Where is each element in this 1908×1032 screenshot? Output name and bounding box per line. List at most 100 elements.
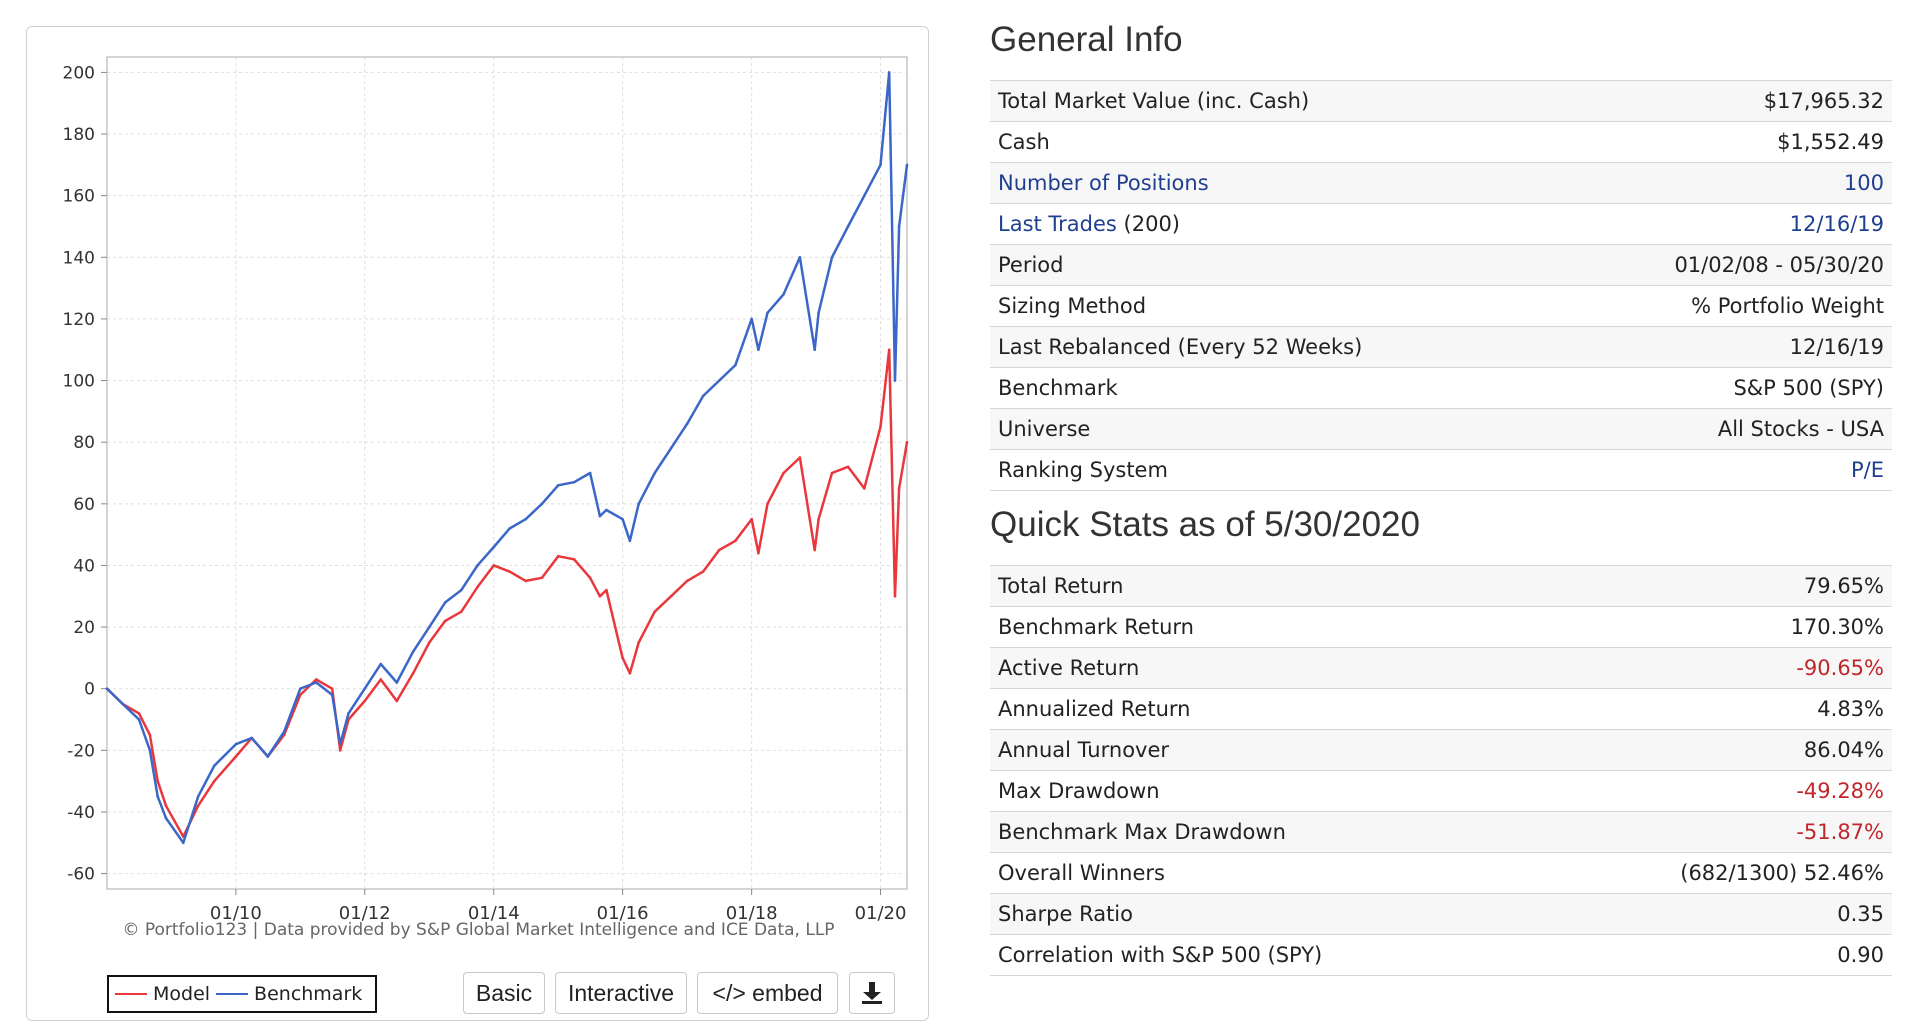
data-point-model: [621, 656, 624, 660]
data-point-benchmark: [621, 517, 624, 521]
x-tick-label: 01/10: [210, 903, 262, 924]
data-point-benchmark: [782, 292, 785, 296]
row-label: Last Rebalanced (Every 52 Weeks): [990, 326, 1557, 368]
table-row: Ranking System P/E: [990, 449, 1892, 491]
row-label: Correlation with S&P 500 (SPY): [990, 934, 1539, 976]
data-point-model: [379, 678, 383, 681]
legend-label-model: Model: [153, 983, 211, 1005]
data-point-benchmark: [234, 742, 238, 746]
data-point-model: [213, 779, 216, 783]
data-point-benchmark: [250, 736, 254, 740]
data-point-model: [572, 557, 576, 561]
table-row: Number of Positions 100: [990, 162, 1892, 204]
data-point-benchmark: [588, 471, 592, 475]
data-point-model: [148, 733, 152, 737]
table-row: Benchmark S&P 500 (SPY): [990, 367, 1892, 409]
data-point-benchmark: [701, 394, 705, 398]
table-row: Period 01/02/08 - 05/30/20: [990, 244, 1892, 286]
data-point-benchmark: [347, 712, 350, 715]
data-point-model: [330, 687, 334, 691]
x-tick-label: 01/14: [468, 903, 520, 924]
row-label: Annualized Return: [990, 688, 1539, 730]
data-point-benchmark: [196, 795, 200, 798]
row-value: S&P 500 (SPY): [1556, 367, 1892, 409]
table-row: Correlation with S&P 500 (SPY) 0.90: [990, 934, 1892, 976]
y-tick-label: -20: [67, 741, 95, 761]
y-tick-label: 160: [63, 187, 95, 207]
data-point-model: [717, 548, 721, 552]
row-label: Benchmark Return: [990, 606, 1539, 648]
last-trades-link[interactable]: Last Trades: [998, 212, 1117, 236]
legend-item-benchmark: Benchmark: [216, 983, 362, 1005]
data-point-model: [813, 548, 816, 552]
number-of-positions-link[interactable]: Number of Positions: [990, 162, 1557, 204]
y-tick-label: -60: [67, 865, 95, 885]
x-tick-label: 01/20: [855, 903, 907, 924]
basic-button[interactable]: Basic: [463, 972, 545, 1014]
x-tick-label: 01/12: [339, 903, 391, 924]
data-point-model: [897, 487, 901, 490]
data-point-benchmark: [669, 447, 673, 450]
data-point-model: [137, 712, 141, 715]
data-point-benchmark: [556, 484, 560, 487]
table-row: Total Return 79.65%: [990, 565, 1892, 607]
data-point-benchmark: [757, 348, 760, 352]
data-point-benchmark: [750, 317, 753, 321]
interactive-button[interactable]: Interactive: [555, 972, 687, 1014]
row-value: % Portfolio Weight: [1556, 285, 1892, 327]
data-point-model: [338, 749, 342, 752]
row-label-last-trades: Last Trades (200): [990, 203, 1557, 245]
data-point-model: [234, 755, 238, 758]
number-of-positions-value-link[interactable]: 100: [1556, 162, 1892, 204]
data-point-model: [492, 564, 496, 567]
data-point-model: [766, 502, 769, 506]
data-point-benchmark: [893, 379, 897, 382]
table-row: Annualized Return 4.83%: [990, 688, 1892, 730]
data-point-benchmark: [862, 194, 866, 197]
data-point-benchmark: [164, 816, 168, 820]
y-tick-label: 120: [63, 310, 95, 330]
data-point-benchmark: [508, 527, 511, 530]
data-point-model: [556, 554, 560, 558]
embed-button[interactable]: </> embed: [697, 972, 838, 1014]
data-point-model: [887, 348, 891, 352]
ranking-system-link[interactable]: P/E: [1556, 449, 1892, 491]
row-value: 79.65%: [1538, 565, 1892, 607]
download-button[interactable]: [849, 972, 895, 1014]
data-point-benchmark: [830, 255, 834, 259]
data-point-benchmark: [897, 225, 901, 228]
data-point-model: [443, 619, 447, 623]
data-point-benchmark: [282, 730, 286, 734]
data-point-benchmark: [338, 742, 342, 746]
plot-area: [106, 56, 908, 890]
row-label: Universe: [990, 408, 1557, 450]
data-point-model: [669, 594, 673, 598]
y-tick-label: -40: [67, 803, 95, 823]
data-point-model: [817, 517, 820, 521]
table-row: Annual Turnover 86.04%: [990, 729, 1892, 771]
data-point-benchmark: [524, 517, 528, 521]
data-point-benchmark: [685, 422, 689, 425]
data-point-model: [637, 641, 640, 644]
data-point-model: [893, 594, 897, 598]
table-row: Benchmark Return 170.30%: [990, 606, 1892, 648]
row-value: $17,965.32: [1556, 80, 1892, 122]
data-point-model: [605, 588, 608, 592]
data-point-benchmark: [637, 502, 640, 506]
data-point-model: [476, 585, 479, 589]
data-point-benchmark: [905, 163, 909, 167]
row-value: $1,552.49: [1556, 121, 1892, 163]
row-label: Total Return: [990, 565, 1539, 607]
row-label: Overall Winners: [990, 852, 1539, 894]
last-trades-date-link[interactable]: 12/16/19: [1556, 203, 1892, 245]
general-info-title: General Info: [990, 20, 1183, 59]
row-label: Period: [990, 244, 1557, 286]
data-point-benchmark: [734, 363, 737, 367]
table-row: Active Return -90.65%: [990, 647, 1892, 689]
data-point-benchmark: [266, 755, 270, 758]
data-point-benchmark: [879, 163, 882, 167]
data-point-model: [314, 678, 318, 681]
legend-item-model: Model: [115, 983, 210, 1005]
data-point-benchmark: [156, 795, 159, 798]
